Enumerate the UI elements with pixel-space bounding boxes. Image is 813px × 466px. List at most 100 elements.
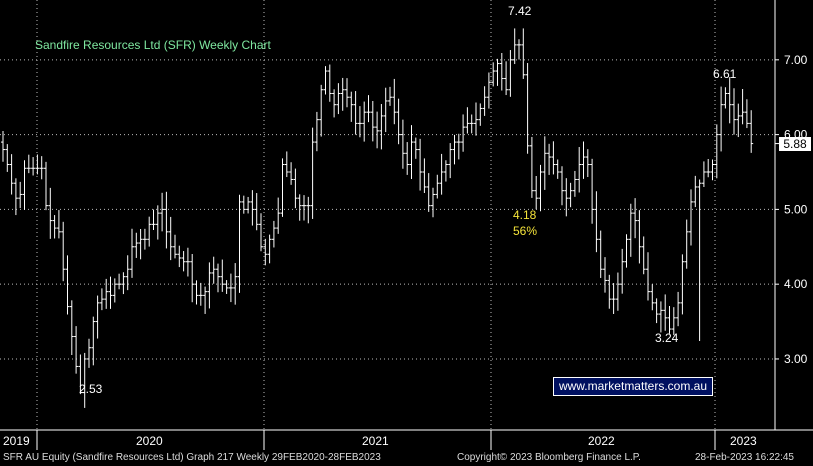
ohlc-bar: [727, 77, 732, 124]
ohlc-bar: [732, 88, 736, 135]
ohlc-bar: [590, 158, 595, 224]
ohlc-bar: [633, 198, 638, 239]
ohlc-bar: [375, 111, 380, 149]
ohlc-bar: [547, 143, 552, 175]
ohlc-bar: [177, 245, 182, 268]
ohlc-bar: [426, 173, 431, 212]
x-tick-label: 2023: [730, 434, 757, 448]
ohlc-bar: [78, 354, 83, 395]
ohlc-bar: [74, 326, 79, 374]
ohlc-bar: [39, 156, 44, 180]
ohlc-bar: [534, 176, 539, 210]
ohlc-bar: [710, 159, 715, 181]
x-axis: 2019 2020 2021 2022 2023: [3, 430, 757, 450]
ohlc-bar: [246, 196, 251, 214]
ohlc-bar: [577, 147, 582, 193]
ohlc-bar: [418, 138, 423, 191]
ohlc-bar: [431, 187, 435, 218]
ohlc-bar: [280, 158, 285, 217]
ohlc-bar: [22, 160, 27, 210]
ohlc-bar: [198, 282, 203, 306]
ohlc-bar: [611, 283, 616, 314]
ohlc-bar: [26, 154, 31, 174]
current-price-label: 5.88: [779, 137, 811, 151]
ohlc-bar: [99, 288, 104, 311]
ohlc-bar: [319, 84, 324, 137]
ohlc-bar: [607, 274, 612, 309]
ohlc-bar: [499, 53, 504, 91]
ohlc-bar: [44, 161, 48, 211]
ohlc-bar: [405, 142, 410, 175]
ohlc-bar: [413, 137, 418, 159]
ohlc-bar: [134, 232, 139, 258]
ohlc-bar: [340, 77, 345, 111]
ohlc-bar: [448, 143, 453, 179]
ohlc-bar: [482, 86, 487, 116]
ohlc-bar: [388, 86, 392, 106]
ohlc-bar: [155, 205, 160, 240]
ohlc-bar: [508, 50, 513, 97]
ohlc-bar: [714, 124, 719, 179]
ohlc-bar: [749, 110, 754, 153]
ohlc-bar: [5, 144, 10, 172]
ohlc-bar: [568, 182, 573, 208]
ohlc-bar: [646, 252, 650, 301]
ohlc-bar: [697, 179, 702, 342]
ohlc-bar: [469, 114, 474, 134]
annotation-high-2023: 6.61: [713, 67, 737, 81]
ohlc-bar: [121, 272, 126, 295]
ohlc-bar: [551, 141, 556, 175]
ohlc-bar: [203, 286, 208, 314]
ohlc-bar: [658, 301, 663, 333]
ohlc-bar: [671, 307, 676, 336]
watermark-url: www.marketmatters.com.au: [553, 377, 713, 396]
ohlc-bar: [598, 230, 603, 278]
x-tick-label: 2021: [362, 434, 389, 448]
ohlc-bar: [233, 263, 238, 305]
ohlc-bar: [138, 229, 143, 260]
footer-security-info: SFR AU Equity (Sandfire Resources Ltd) G…: [3, 452, 381, 463]
ohlc-bar: [357, 106, 362, 138]
ohlc-bar: [267, 234, 272, 264]
ohlc-bar: [628, 203, 633, 257]
ohlc-bar: [48, 187, 53, 239]
ohlc-bar: [332, 89, 337, 118]
plot-area: [0, 0, 775, 430]
ohlc-bar: [271, 220, 276, 248]
ohlc-bar: [594, 191, 599, 253]
ohlc-bar: [529, 136, 534, 198]
ohlc-bar: [117, 273, 122, 290]
ohlc-bar: [306, 196, 311, 224]
ohlc-bar: [82, 352, 87, 408]
ohlc-bar: [641, 236, 646, 275]
ohlc-bar: [461, 114, 466, 152]
ohlc-bar: [744, 99, 749, 129]
ohlc-bar: [336, 83, 341, 115]
ohlc-bar: [572, 170, 577, 197]
y-tick-label: 3.00: [784, 352, 808, 366]
y-tick-label: 7.00: [784, 53, 808, 67]
ohlc-bar: [491, 62, 496, 87]
ohlc-bar: [104, 278, 109, 309]
ohlc-bar: [366, 95, 371, 123]
ohlc-bar: [284, 151, 289, 178]
ohlc-bar: [224, 280, 229, 294]
ohlc-bar: [241, 195, 246, 214]
ohlc-bar: [383, 87, 388, 133]
ohlc-bar: [69, 300, 74, 356]
x-tick-label: 2022: [588, 434, 615, 448]
ohlc-bar: [581, 141, 586, 179]
ohlc-bar: [465, 107, 470, 134]
ohlc-bar: [740, 88, 745, 125]
ohlc-bar: [362, 101, 367, 142]
ohlc-bar: [525, 63, 530, 154]
y-tick-label: 4.00: [784, 277, 808, 291]
ohlc-bar: [293, 168, 298, 209]
ohlc-bar: [1, 131, 5, 162]
ohlc-bar: [689, 189, 693, 246]
ohlc-bar: [504, 61, 509, 96]
ohlc-bar: [125, 255, 130, 291]
ohlc-bar: [349, 91, 354, 122]
ohlc-bar: [701, 161, 706, 188]
